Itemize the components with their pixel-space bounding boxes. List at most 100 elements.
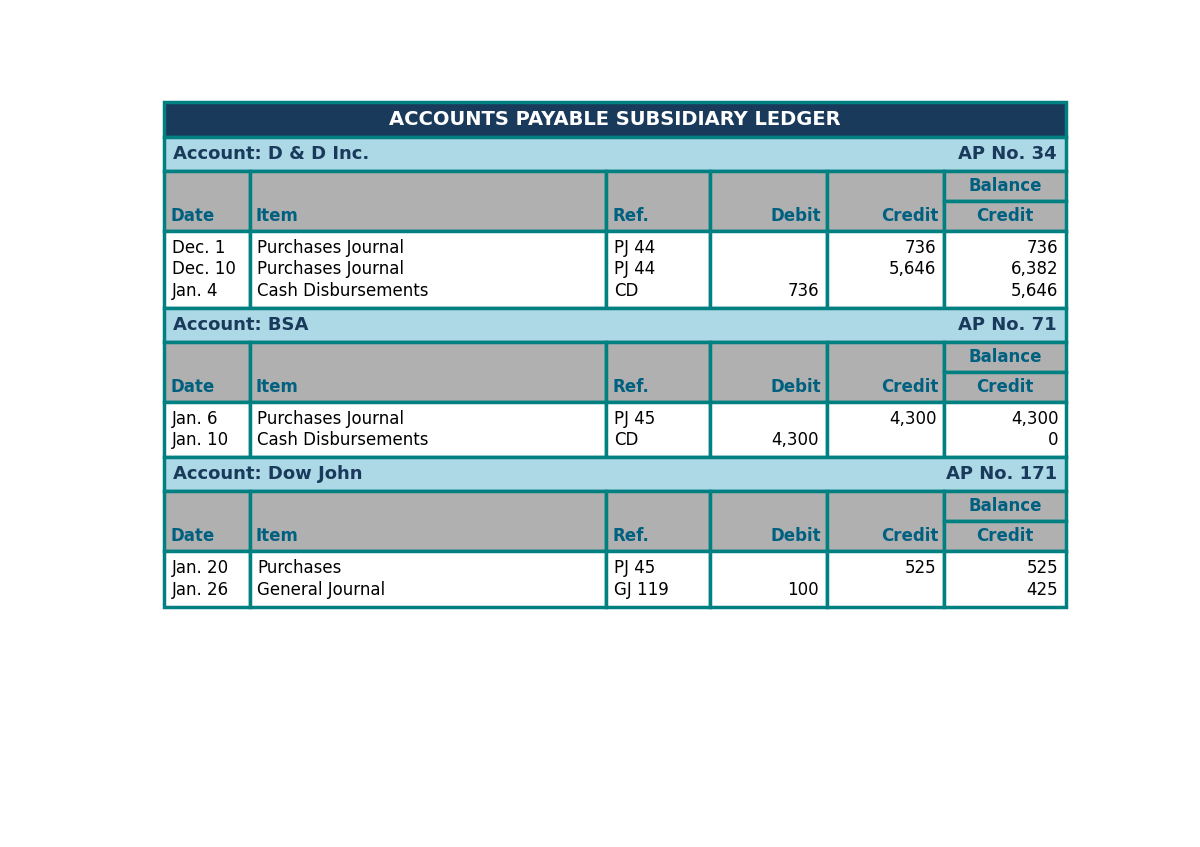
Text: PJ 45: PJ 45 — [613, 559, 655, 578]
Bar — [164, 402, 250, 457]
Text: Balance: Balance — [968, 348, 1042, 366]
Text: 4,300: 4,300 — [1010, 410, 1058, 428]
Text: Purchases Journal: Purchases Journal — [257, 261, 404, 279]
Text: Ref.: Ref. — [612, 378, 649, 396]
Text: CD: CD — [613, 282, 638, 300]
Text: PJ 45: PJ 45 — [613, 410, 655, 428]
Text: Balance: Balance — [968, 177, 1042, 195]
Bar — [709, 171, 827, 231]
Text: CD: CD — [613, 431, 638, 450]
Bar — [164, 551, 250, 606]
Text: Debit: Debit — [770, 378, 821, 396]
Text: AP No. 171: AP No. 171 — [946, 465, 1057, 484]
Bar — [164, 308, 1066, 342]
Text: GJ 119: GJ 119 — [613, 581, 668, 599]
Text: 100: 100 — [787, 581, 820, 599]
Text: Account: BSA: Account: BSA — [173, 316, 308, 334]
Bar — [606, 491, 709, 551]
Text: AP No. 34: AP No. 34 — [958, 145, 1057, 163]
Bar — [827, 551, 944, 606]
Text: Credit: Credit — [977, 378, 1034, 396]
Bar — [709, 231, 827, 308]
Text: Credit: Credit — [881, 528, 938, 545]
Bar — [164, 231, 250, 308]
Text: Credit: Credit — [881, 207, 938, 225]
Bar — [944, 201, 1066, 231]
Bar — [250, 491, 606, 551]
Text: Ref.: Ref. — [612, 207, 649, 225]
Text: 736: 736 — [1027, 239, 1058, 257]
Text: 5,646: 5,646 — [1010, 282, 1058, 300]
Text: Jan. 4: Jan. 4 — [172, 282, 218, 300]
Text: Jan. 6: Jan. 6 — [172, 410, 218, 428]
Bar — [827, 231, 944, 308]
Text: Date: Date — [170, 378, 215, 396]
Text: 525: 525 — [1027, 559, 1058, 578]
Text: General Journal: General Journal — [257, 581, 385, 599]
Bar — [944, 171, 1066, 201]
Bar — [944, 372, 1066, 402]
Bar — [164, 102, 1066, 137]
Text: Item: Item — [256, 378, 299, 396]
Text: ACCOUNTS PAYABLE SUBSIDIARY LEDGER: ACCOUNTS PAYABLE SUBSIDIARY LEDGER — [389, 110, 841, 129]
Bar — [250, 342, 606, 402]
Text: 525: 525 — [905, 559, 936, 578]
Bar — [606, 551, 709, 606]
Text: 736: 736 — [905, 239, 936, 257]
Bar — [250, 402, 606, 457]
Bar — [709, 491, 827, 551]
Bar — [944, 551, 1066, 606]
Bar — [944, 491, 1066, 521]
Text: Purchases Journal: Purchases Journal — [257, 239, 404, 257]
Text: Account: D & D Inc.: Account: D & D Inc. — [173, 145, 370, 163]
Text: AP No. 71: AP No. 71 — [958, 316, 1057, 334]
Text: Account: Dow John: Account: Dow John — [173, 465, 362, 484]
Text: Ref.: Ref. — [612, 528, 649, 545]
Text: 4,300: 4,300 — [889, 410, 936, 428]
Text: Debit: Debit — [770, 207, 821, 225]
Text: PJ 44: PJ 44 — [613, 261, 655, 279]
Text: 0: 0 — [1048, 431, 1058, 450]
Bar — [250, 231, 606, 308]
Text: 4,300: 4,300 — [772, 431, 820, 450]
Text: Item: Item — [256, 528, 299, 545]
Text: Dec. 10: Dec. 10 — [172, 261, 235, 279]
Bar — [250, 171, 606, 231]
Bar — [944, 521, 1066, 551]
Text: Date: Date — [170, 528, 215, 545]
Text: Jan. 26: Jan. 26 — [172, 581, 229, 599]
Bar — [827, 171, 944, 231]
Text: Credit: Credit — [977, 207, 1034, 225]
Text: Purchases Journal: Purchases Journal — [257, 410, 404, 428]
Text: 6,382: 6,382 — [1010, 261, 1058, 279]
Bar — [827, 491, 944, 551]
Bar — [164, 457, 1066, 491]
Bar — [606, 342, 709, 402]
Bar — [944, 402, 1066, 457]
Text: 736: 736 — [787, 282, 820, 300]
Text: Jan. 10: Jan. 10 — [172, 431, 229, 450]
Bar — [709, 342, 827, 402]
Text: Cash Disbursements: Cash Disbursements — [257, 282, 428, 300]
Text: 425: 425 — [1027, 581, 1058, 599]
Text: Date: Date — [170, 207, 215, 225]
Text: Cash Disbursements: Cash Disbursements — [257, 431, 428, 450]
Text: Jan. 20: Jan. 20 — [172, 559, 229, 578]
Text: Debit: Debit — [770, 528, 821, 545]
Bar — [709, 551, 827, 606]
Bar — [164, 491, 250, 551]
Bar — [709, 402, 827, 457]
Text: Item: Item — [256, 207, 299, 225]
Bar — [164, 342, 250, 402]
Text: Purchases: Purchases — [257, 559, 342, 578]
Bar — [944, 342, 1066, 372]
Bar — [827, 342, 944, 402]
Text: Credit: Credit — [977, 528, 1034, 545]
Text: PJ 44: PJ 44 — [613, 239, 655, 257]
Bar — [606, 402, 709, 457]
Text: Balance: Balance — [968, 497, 1042, 515]
Bar — [164, 137, 1066, 171]
Text: Credit: Credit — [881, 378, 938, 396]
Bar — [606, 231, 709, 308]
Bar — [827, 402, 944, 457]
